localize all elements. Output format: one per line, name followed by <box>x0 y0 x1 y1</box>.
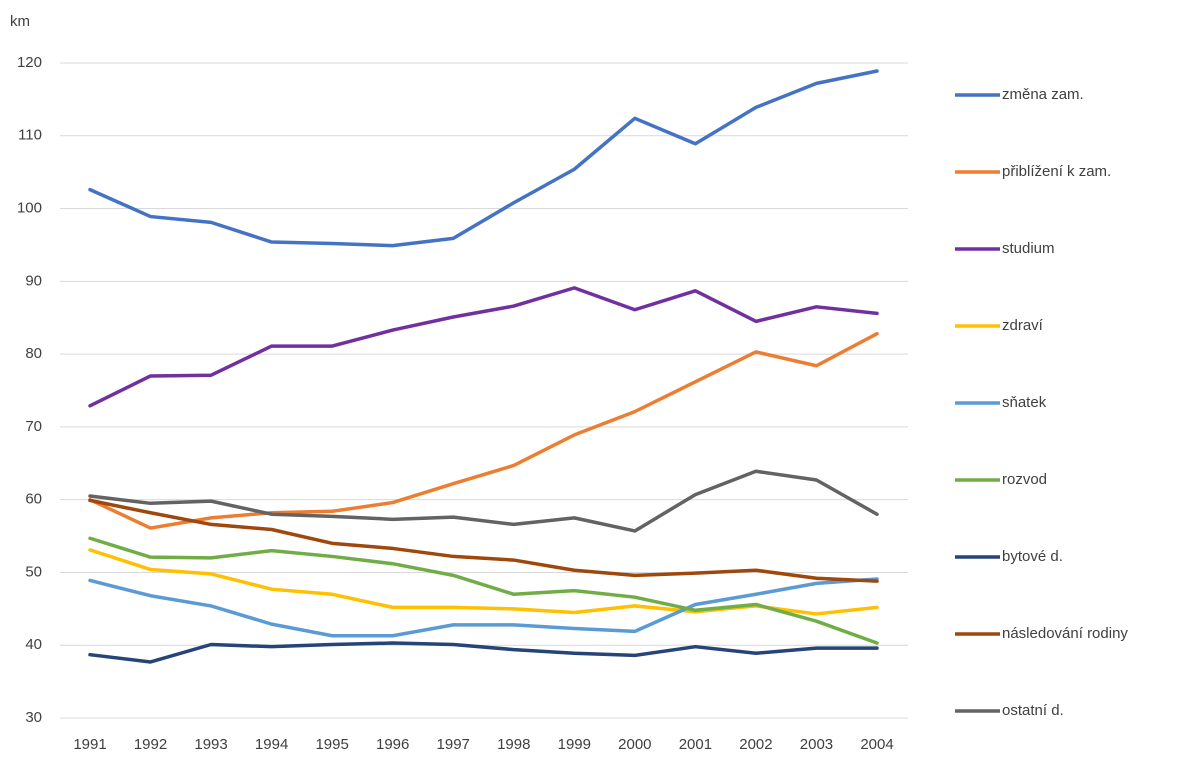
legend-label: následování rodiny <box>1002 625 1128 642</box>
x-tick-label: 1996 <box>376 736 409 753</box>
legend-label: ostatní d. <box>1002 702 1064 719</box>
y-axis-label: km <box>10 13 30 30</box>
legend-label: přiblížení k zam. <box>1002 163 1111 180</box>
y-tick-label: 70 <box>25 418 42 435</box>
legend-label: změna zam. <box>1002 86 1084 103</box>
series-line <box>88 331 879 530</box>
series-line <box>88 286 879 408</box>
legend-label: bytové d. <box>1002 548 1063 565</box>
series-line <box>88 498 879 583</box>
series-line <box>88 641 879 664</box>
legend-label: rozvod <box>1002 471 1047 488</box>
x-tick-label: 1994 <box>255 736 288 753</box>
series-line <box>88 536 879 645</box>
x-tick-label: 2002 <box>739 736 772 753</box>
x-tick-label: 1998 <box>497 736 530 753</box>
x-tick-label: 1999 <box>558 736 591 753</box>
y-tick-label: 90 <box>25 272 42 289</box>
y-tick-label: 80 <box>25 345 42 362</box>
y-tick-label: 100 <box>17 200 42 217</box>
x-tick-label: 1995 <box>315 736 348 753</box>
y-tick-label: 40 <box>25 636 42 653</box>
y-tick-label: 110 <box>18 127 42 144</box>
series-line <box>88 577 879 638</box>
series-line <box>88 69 879 248</box>
series-line <box>88 469 879 533</box>
legend-label: zdraví <box>1002 317 1044 334</box>
legend-label: studium <box>1002 240 1055 257</box>
legend-label: sňatek <box>1002 394 1047 411</box>
x-tick-label: 2003 <box>800 736 833 753</box>
x-tick-label: 1993 <box>194 736 227 753</box>
x-tick-label: 1992 <box>134 736 167 753</box>
y-tick-label: 60 <box>25 491 42 508</box>
x-tick-label: 1997 <box>437 736 470 753</box>
y-tick-label: 50 <box>25 563 42 580</box>
y-tick-label: 30 <box>25 709 42 726</box>
x-tick-label: 2004 <box>860 736 893 753</box>
y-tick-label: 120 <box>17 54 42 71</box>
x-tick-label: 2001 <box>679 736 712 753</box>
x-tick-label: 1991 <box>73 736 106 753</box>
x-tick-label: 2000 <box>618 736 651 753</box>
